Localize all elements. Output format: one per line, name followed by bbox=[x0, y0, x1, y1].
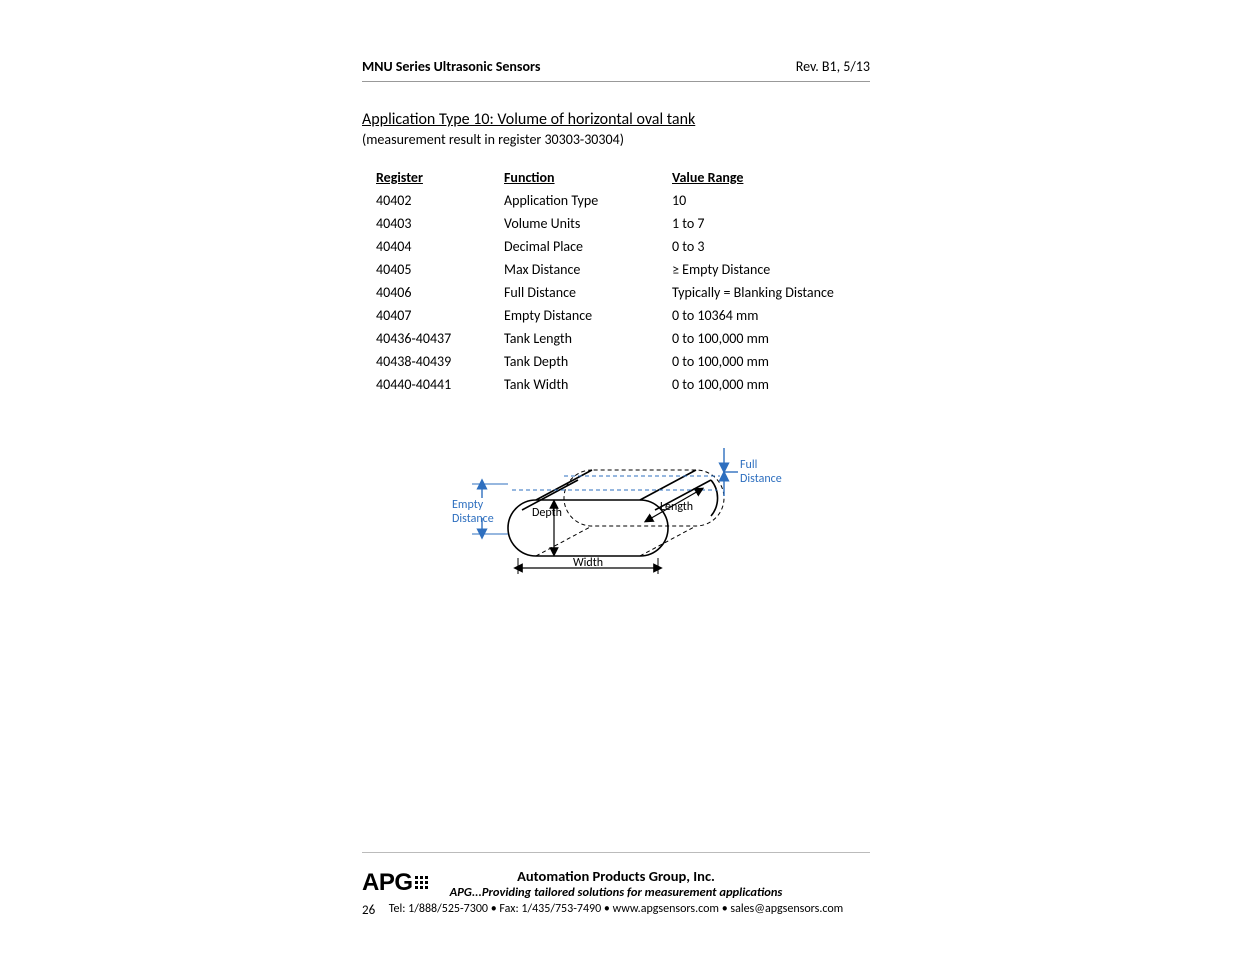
cell: 40404 bbox=[362, 235, 504, 258]
cell: 1 to 7 bbox=[672, 212, 870, 235]
footer-tagline: APG...Providing tailored solutions for m… bbox=[362, 885, 870, 900]
table-row: 40436-40437Tank Length0 to 100,000 mm bbox=[362, 327, 870, 350]
section-title: Application Type 10: Volume of horizonta… bbox=[362, 110, 870, 129]
table-row: 40407Empty Distance0 to 10364 mm bbox=[362, 304, 870, 327]
cell: Max Distance bbox=[504, 258, 672, 281]
header-title: MNU Series Ultrasonic Sensors bbox=[362, 58, 540, 75]
section-subtitle: (measurement result in register 30303-30… bbox=[362, 131, 870, 148]
label-full-distance-1: Full bbox=[740, 458, 757, 472]
tank-svg: Full Distance Empty Distance Depth Lengt… bbox=[362, 440, 870, 600]
table-row: 40405Max Distance≥ Empty Distance bbox=[362, 258, 870, 281]
footer-company: Automation Products Group, Inc. bbox=[362, 867, 870, 885]
header-rev: Rev. B1, 5/13 bbox=[796, 58, 870, 75]
label-length: Length bbox=[660, 500, 693, 514]
label-width: Width bbox=[573, 556, 603, 570]
cell: 10 bbox=[672, 189, 870, 212]
cell: 40436-40437 bbox=[362, 327, 504, 350]
table-body: 40402Application Type10 40403Volume Unit… bbox=[362, 189, 870, 396]
cell: 0 to 100,000 mm bbox=[672, 327, 870, 350]
footer-logo-block: APG bbox=[362, 869, 429, 897]
label-full-distance-2: Distance bbox=[740, 472, 782, 486]
page-header: MNU Series Ultrasonic Sensors Rev. B1, 5… bbox=[362, 58, 870, 82]
logo-text: APG bbox=[362, 869, 413, 897]
cell: ≥ Empty Distance bbox=[672, 258, 870, 281]
col-register: Register bbox=[362, 166, 504, 189]
cell: 40407 bbox=[362, 304, 504, 327]
table-row: 40438-40439Tank Depth0 to 100,000 mm bbox=[362, 350, 870, 373]
page-number: 26 bbox=[362, 903, 375, 918]
cell: 0 to 100,000 mm bbox=[672, 373, 870, 396]
table-row: 40406Full DistanceTypically = Blanking D… bbox=[362, 281, 870, 304]
table-row: 40403Volume Units1 to 7 bbox=[362, 212, 870, 235]
cell: Volume Units bbox=[504, 212, 672, 235]
cell: 40440-40441 bbox=[362, 373, 504, 396]
table-row: 40402Application Type10 bbox=[362, 189, 870, 212]
cell: Application Type bbox=[504, 189, 672, 212]
page-content: MNU Series Ultrasonic Sensors Rev. B1, 5… bbox=[362, 58, 870, 600]
table-row: 40440-40441Tank Width0 to 100,000 mm bbox=[362, 373, 870, 396]
cell: Tank Depth bbox=[504, 350, 672, 373]
page-footer: APG 26 Automation Products Group, Inc. A… bbox=[362, 852, 870, 916]
label-empty-distance-2: Distance bbox=[452, 512, 494, 526]
table-header-row: Register Function Value Range bbox=[362, 166, 870, 189]
col-function: Function bbox=[504, 166, 672, 189]
cell: 40406 bbox=[362, 281, 504, 304]
col-value-range: Value Range bbox=[672, 166, 870, 189]
cell: Tank Length bbox=[504, 327, 672, 350]
cell: Typically = Blanking Distance bbox=[672, 281, 870, 304]
logo: APG bbox=[362, 869, 429, 897]
cell: 40438-40439 bbox=[362, 350, 504, 373]
footer-contact: Tel: 1/888/525-7300 • Fax: 1/435/753-749… bbox=[362, 902, 870, 916]
label-empty-distance-1: Empty bbox=[452, 498, 484, 512]
cell: 40403 bbox=[362, 212, 504, 235]
cell: Tank Width bbox=[504, 373, 672, 396]
cell: 40402 bbox=[362, 189, 504, 212]
cell: 0 to 3 bbox=[672, 235, 870, 258]
cell: 40405 bbox=[362, 258, 504, 281]
cell: Full Distance bbox=[504, 281, 672, 304]
label-depth: Depth bbox=[532, 506, 562, 520]
tank-diagram: Full Distance Empty Distance Depth Lengt… bbox=[362, 440, 870, 600]
table-row: 40404Decimal Place0 to 3 bbox=[362, 235, 870, 258]
cell: Empty Distance bbox=[504, 304, 672, 327]
cell: Decimal Place bbox=[504, 235, 672, 258]
cell: 0 to 100,000 mm bbox=[672, 350, 870, 373]
register-table: Register Function Value Range 40402Appli… bbox=[362, 166, 870, 396]
cell: 0 to 10364 mm bbox=[672, 304, 870, 327]
logo-dots-icon bbox=[415, 876, 429, 890]
